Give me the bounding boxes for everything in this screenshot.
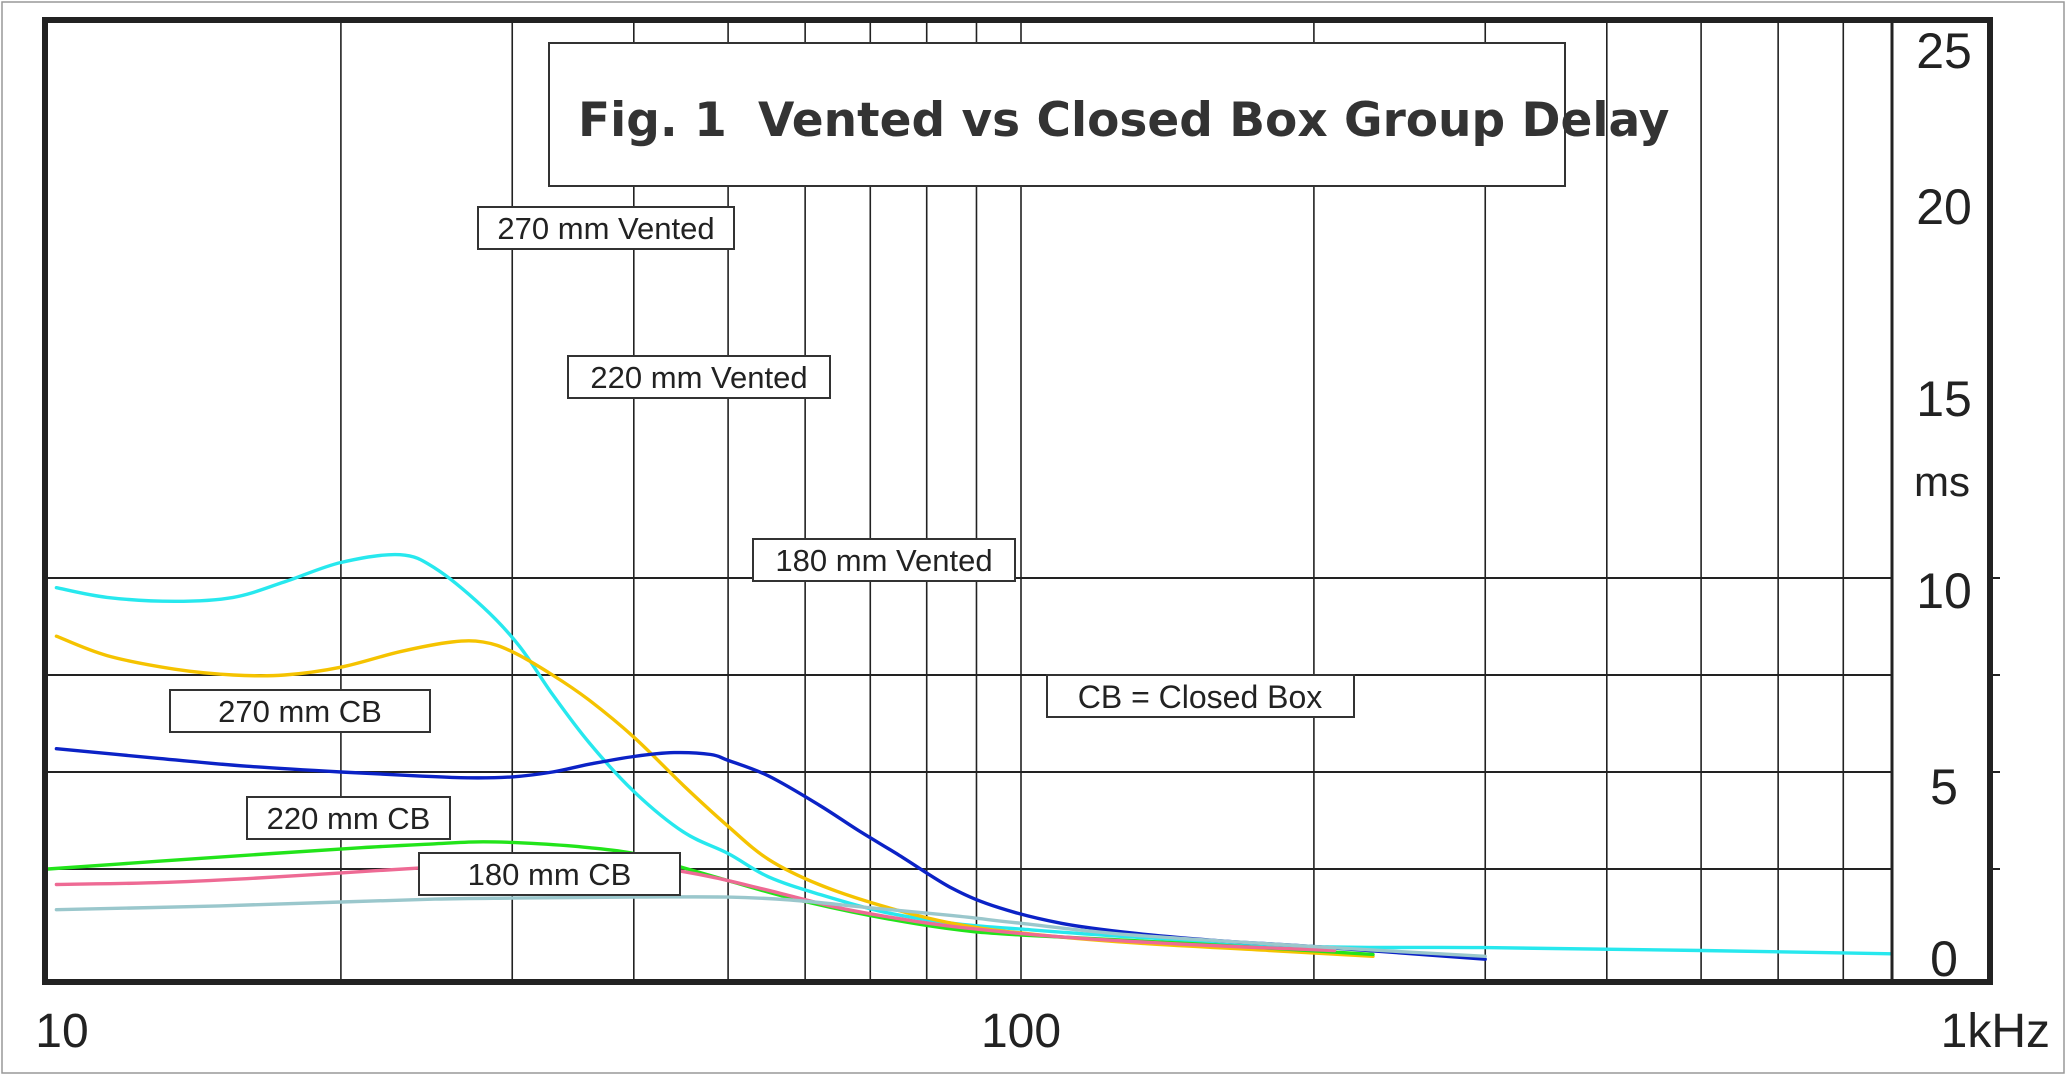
- closed-box-note: CB = Closed Box: [1078, 679, 1323, 715]
- series-label: 270 mm Vented: [497, 211, 714, 246]
- series-label-box: [567, 355, 831, 399]
- y-unit-label: ms: [1914, 458, 1970, 505]
- x-tick-label: 1kHz: [1941, 1005, 2050, 1058]
- series-label-box: [246, 796, 451, 840]
- series-label-box: [477, 206, 735, 250]
- y-tick-label: 10: [1916, 563, 1972, 619]
- series-label: 220 mm Vented: [590, 360, 807, 395]
- y-ticks: 25 20 15 10 5 0: [1916, 23, 2000, 987]
- series-line-270-mm-vented: [54, 552, 1974, 957]
- series-label: 180 mm CB: [468, 857, 632, 892]
- y-tick-label: 25: [1916, 23, 1972, 79]
- series-label: 180 mm Vented: [775, 543, 992, 578]
- x-tick-label: 100: [981, 1005, 1061, 1058]
- series-label: 270 mm CB: [218, 694, 382, 729]
- series-label-box: [169, 689, 431, 733]
- series-labels: 270 mm Vented 220 mm Vented 180 mm Vented 2…: [169, 206, 1016, 896]
- title-box: [548, 42, 1566, 187]
- x-ticks: 10 100 1kHz: [35, 1005, 2050, 1058]
- y-tick-label: 15: [1916, 371, 1972, 427]
- chart-title: Vented vs Closed Box Group Delay: [758, 93, 1669, 148]
- series-line-180-mm-cb: [54, 895, 1487, 958]
- series-label-box: [752, 538, 1016, 582]
- y-tick-label: 0: [1930, 931, 1958, 987]
- series-label: 220 mm CB: [267, 801, 431, 836]
- y-tick-label: 20: [1916, 179, 1972, 235]
- y-tick-label: 5: [1930, 759, 1958, 815]
- series-line-180-mm-vented: [54, 747, 1487, 961]
- series-label-box: [418, 852, 681, 896]
- chart-title-prefix: Fig. 1: [578, 93, 727, 148]
- x-tick-label: 10: [35, 1005, 88, 1058]
- note-box: [1046, 674, 1355, 718]
- plot-border: [42, 17, 1993, 985]
